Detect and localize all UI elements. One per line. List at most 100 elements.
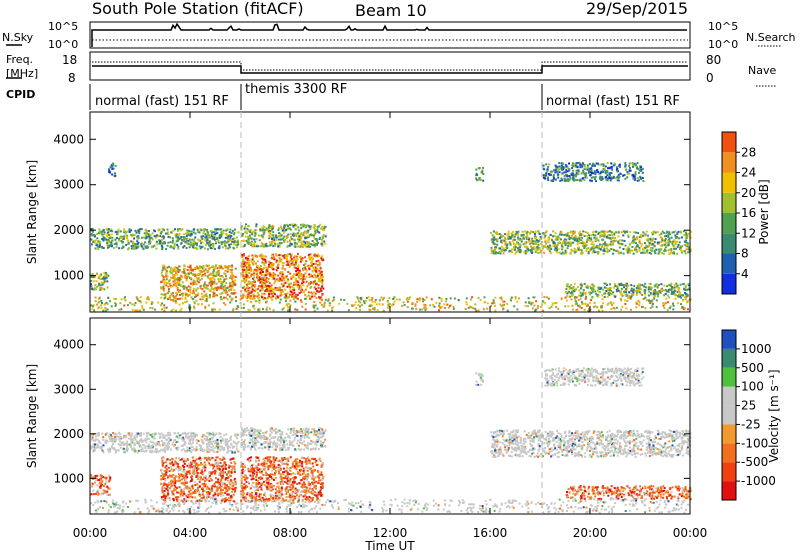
velocity-cell-0 <box>203 437 206 440</box>
power-cell-3 <box>192 273 195 276</box>
power-cell-1 <box>259 228 262 231</box>
power-cell-0 <box>215 228 218 231</box>
power-cell-10 <box>472 307 475 310</box>
power-cell-0 <box>232 246 235 249</box>
power-cell-3 <box>196 287 199 290</box>
power-cell-10 <box>612 302 615 305</box>
power-cell-7 <box>670 236 673 239</box>
power-cell-3 <box>170 271 173 274</box>
power-cell-10 <box>465 301 468 304</box>
power-cell-0 <box>228 233 231 236</box>
power-cell-4 <box>253 285 256 288</box>
power-cell-4 <box>299 260 302 263</box>
power-cell-4 <box>265 261 268 264</box>
power-cell-2 <box>99 284 102 287</box>
power-cell-7 <box>594 239 597 242</box>
power-cell-3 <box>205 297 208 300</box>
power-cell-0 <box>222 232 225 235</box>
power-cell-3 <box>222 267 224 270</box>
power-cell-3 <box>203 283 206 285</box>
power-cell-1 <box>272 234 275 237</box>
power-cell-7 <box>657 242 660 245</box>
power-cell-4 <box>282 284 285 287</box>
power-cell-8 <box>628 169 631 172</box>
power-cell-7 <box>635 242 637 245</box>
power-cell-3 <box>179 284 182 287</box>
velocity-cell-0 <box>222 449 225 452</box>
power-cell-10 <box>133 304 136 307</box>
power-cell-0 <box>236 240 239 243</box>
power-cell-8 <box>568 178 571 181</box>
power-cell-4 <box>314 288 317 290</box>
power-cell-4 <box>243 294 246 297</box>
power-cell-10 <box>151 307 154 310</box>
power-cell-3 <box>201 288 204 291</box>
power-cell-7 <box>674 243 677 245</box>
velocity-cell-0 <box>152 436 155 439</box>
power-cell-3 <box>190 271 193 274</box>
power-cell-4 <box>310 262 313 265</box>
power-cell-8 <box>618 176 621 178</box>
power-cell-1 <box>272 245 275 248</box>
power-cell-4 <box>263 297 266 300</box>
power-colorbar-swatch <box>722 233 736 254</box>
power-cell-10 <box>157 301 160 304</box>
power-cell-7 <box>563 238 566 241</box>
power-cell-10 <box>295 296 298 299</box>
power-cell-3 <box>189 277 192 280</box>
power-cell-3 <box>189 266 192 269</box>
power-cell-3 <box>195 267 198 269</box>
power-cell-7 <box>547 246 550 249</box>
power-cell-0 <box>189 241 192 244</box>
power-cell-10 <box>126 304 129 307</box>
power-cell-7 <box>501 239 504 242</box>
power-cell-0 <box>115 243 118 246</box>
power-cell-1 <box>257 245 260 248</box>
power-cell-1 <box>286 244 289 247</box>
power-cell-9 <box>581 293 584 296</box>
power-cell-3 <box>208 289 211 292</box>
power-cell-4 <box>269 261 272 264</box>
power-cell-4 <box>280 258 283 261</box>
velocity-cell-0 <box>235 442 237 445</box>
power-cell-8 <box>605 178 608 181</box>
velocity-cell-0 <box>219 445 221 448</box>
power-cell-7 <box>494 251 497 254</box>
power-cell-4 <box>297 281 300 284</box>
power-cell-0 <box>96 233 99 236</box>
power-cell-0 <box>108 233 111 236</box>
power-cell-10 <box>304 302 307 305</box>
power-cell-4 <box>286 258 288 260</box>
power-cell-7 <box>585 240 588 243</box>
power-cell-1 <box>321 244 324 247</box>
power-cell-10 <box>175 301 178 304</box>
power-cell-4 <box>268 282 271 285</box>
power-cell-7 <box>556 251 559 254</box>
velocity-cell-0 <box>147 432 150 435</box>
velocity-cell-0 <box>220 447 223 450</box>
power-cell-3 <box>231 264 234 267</box>
power-cell-8 <box>571 167 574 169</box>
power-cell-7 <box>668 237 671 240</box>
power-cell-4 <box>310 264 313 267</box>
power-cell-3 <box>171 270 174 273</box>
power-cell-0 <box>228 243 231 246</box>
power-cell-7 <box>686 242 689 245</box>
power-cell-4 <box>257 294 260 296</box>
power-cell-7 <box>661 252 664 255</box>
power-cell-10 <box>580 301 583 304</box>
power-cell-4 <box>317 259 320 262</box>
power-cell-7 <box>613 231 616 234</box>
power-cell-0 <box>90 228 93 231</box>
power-cell-0 <box>162 237 165 240</box>
power-cell-7 <box>494 231 497 234</box>
power-cell-4 <box>294 295 297 298</box>
power-cell-10 <box>567 305 570 308</box>
power-cell-0 <box>128 228 131 231</box>
power-cell-8 <box>636 179 639 182</box>
power-cell-1 <box>282 237 285 240</box>
power-cell-8 <box>625 168 628 171</box>
velocity-cell-0 <box>133 442 136 444</box>
power-cell-7 <box>610 248 613 250</box>
power-cell-1 <box>248 236 251 239</box>
